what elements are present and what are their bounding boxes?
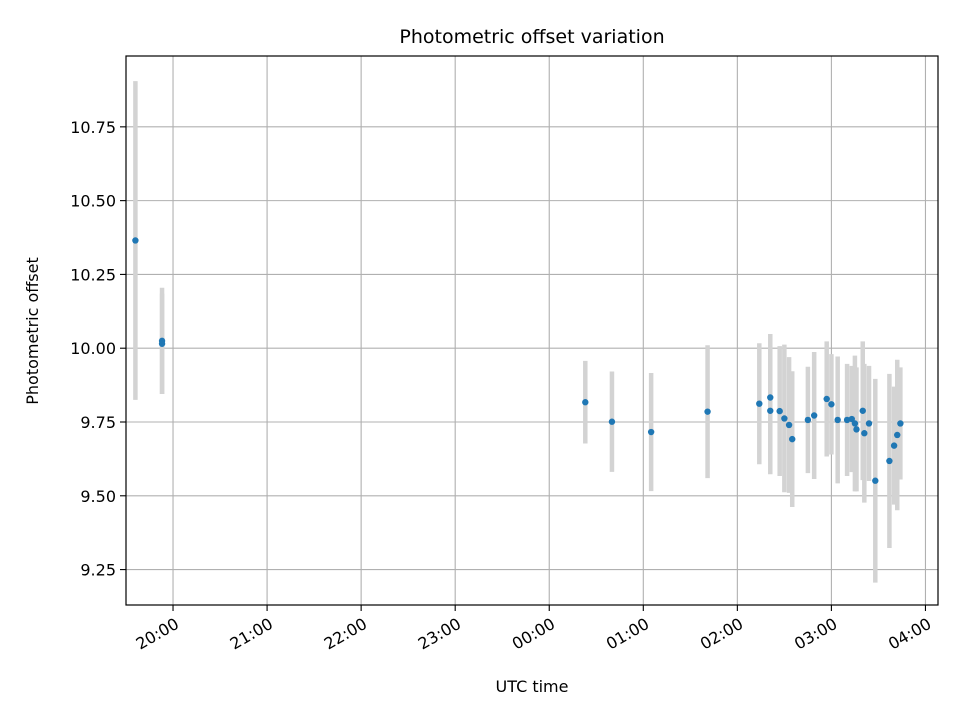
data-point <box>767 394 774 401</box>
data-point <box>823 395 830 403</box>
y-tick-label: 10.75 <box>70 118 116 137</box>
data-point <box>781 415 788 422</box>
data-point <box>886 457 893 465</box>
data-point <box>853 426 860 433</box>
grid <box>126 56 938 605</box>
data-point <box>789 435 796 443</box>
data-point <box>776 407 783 415</box>
x-tick-label: 01:00 <box>603 614 652 654</box>
x-tick-label: 00:00 <box>509 614 558 654</box>
y-tick-label: 10.50 <box>70 192 116 211</box>
data-point <box>890 442 898 449</box>
data-point <box>834 416 841 424</box>
x-tick-label: 20:00 <box>133 614 182 654</box>
x-tick-label: 21:00 <box>227 614 276 654</box>
data-point <box>810 412 818 419</box>
plot-frame <box>125 55 939 606</box>
x-tick-label: 23:00 <box>415 614 464 654</box>
data-point <box>859 407 866 414</box>
data-point <box>158 340 166 347</box>
data-point <box>897 420 904 427</box>
data-point <box>804 416 812 424</box>
data-point <box>785 421 793 429</box>
data-point <box>848 415 855 423</box>
x-tick-label: 22:00 <box>321 614 370 654</box>
data-point <box>608 418 616 425</box>
y-tick-label: 9.75 <box>80 413 116 432</box>
data-point <box>861 430 868 437</box>
data-point <box>704 408 711 415</box>
x-axis-ticks: 20:00 21:00 22:00 23:00 00:00 01:00 02:00 03:00… <box>133 605 934 654</box>
x-axis-label: UTC time <box>496 677 569 696</box>
data-point <box>865 420 873 427</box>
data-point <box>582 399 589 406</box>
data-point <box>894 431 901 439</box>
chart-title: Photometric offset variation <box>399 26 664 48</box>
x-tick-label: 04:00 <box>885 614 934 654</box>
y-tick-label: 10.00 <box>70 339 116 358</box>
y-axis-label: Photometric offset <box>23 257 42 405</box>
y-tick-label: 10.25 <box>70 265 116 284</box>
y-tick-label: 9.50 <box>80 487 116 506</box>
y-axis-ticks: 9.25 9.50 9.75 10.00 10.25 10.50 10.75 <box>70 118 126 580</box>
data-point <box>872 477 879 484</box>
data-point <box>132 237 139 244</box>
y-tick-label: 9.25 <box>80 561 116 580</box>
data-point <box>647 428 655 436</box>
x-tick-label: 03:00 <box>791 614 840 654</box>
x-tick-label: 02:00 <box>697 614 746 654</box>
data-point <box>767 407 774 414</box>
data-points <box>132 237 904 484</box>
data-point <box>828 401 835 408</box>
plot-background <box>126 56 938 605</box>
data-point <box>851 420 859 427</box>
data-point <box>756 400 763 407</box>
